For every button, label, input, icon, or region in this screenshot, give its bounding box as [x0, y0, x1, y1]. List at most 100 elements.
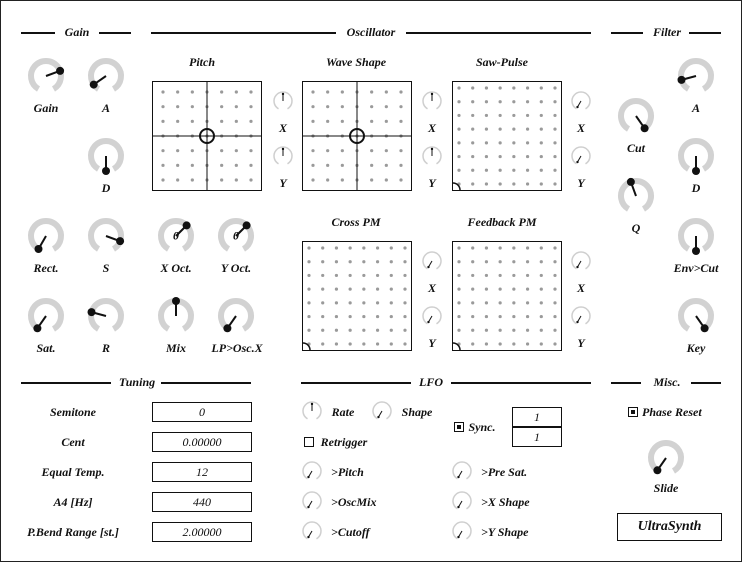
lfo-rate-label: Rate — [331, 405, 355, 419]
amp-release-knob[interactable] — [84, 294, 128, 338]
key-track-label: Key — [686, 341, 706, 355]
y-oct-knob[interactable]: 0 — [214, 214, 258, 258]
lfo-to-yshape-knob[interactable] — [451, 520, 473, 542]
lfo-to-pitch-knob[interactable] — [301, 460, 323, 482]
cent-field[interactable]: 0.00000 — [152, 432, 252, 452]
saw-pulse-x-mod-knob[interactable] — [570, 90, 592, 112]
cent-label: Cent — [61, 435, 85, 449]
x-oct-value: 0 — [173, 228, 179, 243]
semitone-field[interactable]: 0 — [152, 402, 252, 422]
wave-shape-y-label: Y — [428, 176, 436, 190]
amp-sustain-label: S — [102, 261, 110, 275]
feedback-pm-y-mod-knob[interactable] — [570, 305, 592, 327]
rect-knob[interactable] — [24, 214, 68, 258]
section-oscillator: Oscillator — [151, 25, 591, 39]
saw-pulse-xy-pad[interactable] — [452, 81, 562, 191]
wave-shape-pad-title: Wave Shape — [325, 55, 387, 69]
gain-knob[interactable] — [24, 54, 68, 98]
lfo-to-oscmix-label: >OscMix — [331, 495, 377, 509]
retrigger-label: Retrigger — [320, 435, 368, 449]
cross-pm-xy-pad[interactable] — [302, 241, 412, 351]
x-oct-knob[interactable]: 0 — [154, 214, 198, 258]
lfo-shape-knob[interactable] — [371, 400, 393, 422]
gain-knob-label: Gain — [33, 101, 59, 115]
pitch-xy-pad[interactable] — [152, 81, 262, 191]
equal-temp-field[interactable]: 12 — [152, 462, 252, 482]
amp-decay-label: D — [101, 181, 111, 195]
lfo-to-presat-label: >Pre Sat. — [481, 465, 528, 479]
y-oct-label: Y Oct. — [220, 261, 252, 275]
lfo-to-cutoff-label: >Cutoff — [331, 525, 370, 539]
sync-denominator-field[interactable]: 1 — [512, 427, 562, 447]
section-tuning: Tuning — [21, 375, 251, 389]
lfo-to-xshape-knob[interactable] — [451, 490, 473, 512]
x-oct-label: X Oct. — [160, 261, 192, 275]
y-oct-value: 0 — [233, 228, 239, 243]
filter-decay-knob[interactable] — [674, 134, 718, 178]
saw-pulse-x-label: X — [576, 121, 585, 135]
saw-pulse-y-label: Y — [577, 176, 585, 190]
mix-knob[interactable] — [154, 294, 198, 338]
pitch-x-mod-knob[interactable] — [272, 90, 294, 112]
phase-reset-label: Phase Reset — [642, 405, 702, 419]
amp-release-label: R — [101, 341, 110, 355]
wave-shape-y-mod-knob[interactable] — [421, 145, 443, 167]
feedback-pm-xy-pad[interactable] — [452, 241, 562, 351]
lp-osc-x-knob[interactable] — [214, 294, 258, 338]
cross-pm-pad-title: Cross PM — [331, 215, 381, 229]
key-track-knob[interactable] — [674, 294, 718, 338]
retrigger-checkbox[interactable] — [304, 437, 314, 447]
lfo-rate-knob[interactable] — [301, 400, 323, 422]
lfo-to-oscmix-knob[interactable] — [301, 490, 323, 512]
env-cut-knob[interactable] — [674, 214, 718, 258]
equal-temp-label: Equal Temp. — [41, 465, 105, 479]
amp-decay-knob[interactable] — [84, 134, 128, 178]
lfo-to-xshape-label: >X Shape — [481, 495, 530, 509]
pitch-x-label: X — [278, 121, 287, 135]
mix-label: Mix — [165, 341, 186, 355]
cross-pm-x-label: X — [427, 281, 436, 295]
resonance-q-knob[interactable] — [614, 174, 658, 218]
phase-reset-checkbox[interactable] — [628, 407, 638, 417]
feedback-pm-x-mod-knob[interactable] — [570, 250, 592, 272]
slide-knob[interactable] — [644, 436, 688, 480]
lfo-to-pitch-label: >Pitch — [331, 465, 364, 479]
pitch-y-label: Y — [279, 176, 287, 190]
lfo-to-yshape-label: >Y Shape — [481, 525, 529, 539]
section-misc: Misc. — [611, 375, 721, 389]
saw-pulse-y-mod-knob[interactable] — [570, 145, 592, 167]
wave-shape-x-label: X — [427, 121, 436, 135]
cross-pm-x-mod-knob[interactable] — [421, 250, 443, 272]
sync-label: Sync. — [468, 420, 496, 434]
lfo-shape-label: Shape — [401, 405, 433, 419]
section-gain: Gain — [21, 25, 131, 39]
sync-numerator-field[interactable]: 1 — [512, 407, 562, 427]
pbend-range-field[interactable]: 2.00000 — [152, 522, 252, 542]
sat-knob[interactable] — [24, 294, 68, 338]
semitone-label: Semitone — [49, 405, 96, 419]
rect-label: Rect. — [33, 261, 59, 275]
amp-attack-knob[interactable] — [84, 54, 128, 98]
sat-label: Sat. — [36, 341, 56, 355]
lfo-to-cutoff-knob[interactable] — [301, 520, 323, 542]
wave-shape-x-mod-knob[interactable] — [421, 90, 443, 112]
lfo-to-presat-knob[interactable] — [451, 460, 473, 482]
cutoff-knob[interactable] — [614, 94, 658, 138]
wave-shape-xy-pad[interactable] — [302, 81, 412, 191]
section-filter: Filter — [611, 25, 721, 39]
amp-attack-label: A — [101, 101, 110, 115]
a4-hz-field[interactable]: 440 — [152, 492, 252, 512]
lp-osc-x-label: LP>Osc.X — [211, 341, 263, 355]
cross-pm-y-mod-knob[interactable] — [421, 305, 443, 327]
amp-sustain-knob[interactable] — [84, 214, 128, 258]
saw-pulse-pad-title: Saw-Pulse — [475, 55, 528, 69]
cutoff-label: Cut — [626, 141, 645, 155]
feedback-pm-pad-title: Feedback PM — [467, 215, 537, 229]
sync-checkbox[interactable] — [454, 422, 464, 432]
pitch-y-mod-knob[interactable] — [272, 145, 294, 167]
feedback-pm-y-label: Y — [577, 336, 585, 350]
filter-attack-knob[interactable] — [674, 54, 718, 98]
ultrasynth-logo: UltraSynth — [617, 513, 722, 541]
pitch-pad-title: Pitch — [189, 55, 215, 69]
pbend-range-label: P.Bend Range [st.] — [27, 525, 119, 539]
